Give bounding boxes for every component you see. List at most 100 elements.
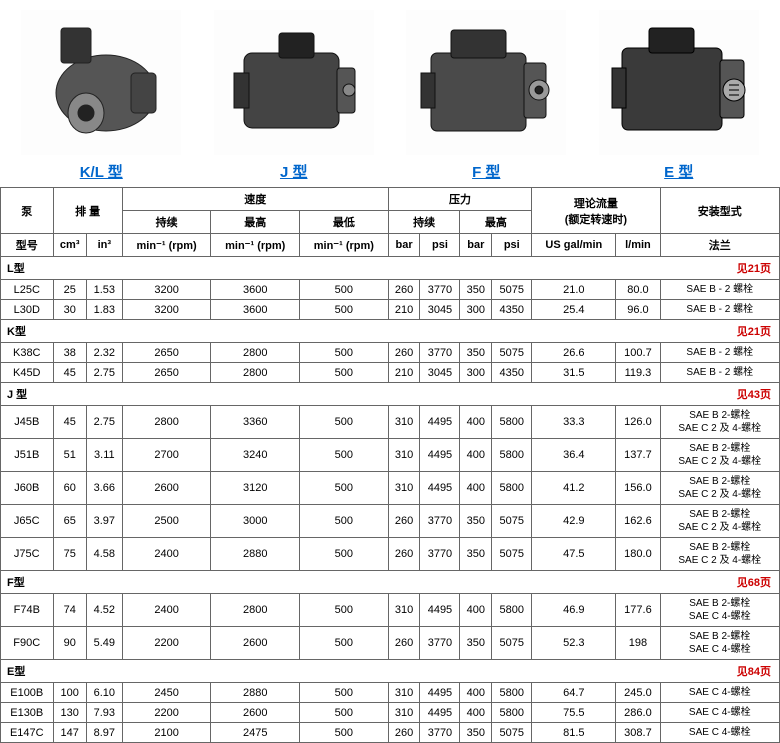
cell-p_mb: 300 (460, 363, 492, 383)
cell-s_cont: 2200 (122, 627, 211, 660)
cell-p_cp: 4495 (420, 472, 460, 505)
cell-model: J60B (1, 472, 54, 505)
cell-lmin: 119.3 (616, 363, 660, 383)
cell-p_cp: 3045 (420, 300, 460, 320)
section-name: K型见21页 (1, 320, 780, 343)
cell-gal: 26.6 (532, 343, 616, 363)
cell-p_mp: 5075 (492, 505, 532, 538)
cell-p_mb: 350 (460, 505, 492, 538)
cell-s_max: 2880 (211, 683, 300, 703)
table-row: F74B744.52240028005003104495400580046.91… (1, 594, 780, 627)
cell-p_cb: 260 (388, 723, 420, 743)
cell-in3: 8.97 (86, 723, 122, 743)
cell-s_min: 500 (300, 343, 389, 363)
cell-cm3: 25 (53, 280, 86, 300)
table-body: L型见21页L25C251.53320036005002603770350507… (1, 257, 780, 743)
cell-gal: 25.4 (532, 300, 616, 320)
section-header-row: J 型见43页 (1, 383, 780, 406)
cell-model: L30D (1, 300, 54, 320)
cell-p_mb: 350 (460, 538, 492, 571)
cell-lmin: 245.0 (616, 683, 660, 703)
th-pressure: 压力 (388, 188, 532, 211)
cell-p_mp: 5075 (492, 723, 532, 743)
cell-mount: SAE B - 2 螺栓 (660, 343, 779, 363)
cell-p_cb: 310 (388, 594, 420, 627)
cell-p_mp: 5800 (492, 683, 532, 703)
cell-model: J75C (1, 538, 54, 571)
cell-lmin: 180.0 (616, 538, 660, 571)
cell-p_cp: 4495 (420, 406, 460, 439)
cell-s_min: 500 (300, 538, 389, 571)
cell-cm3: 51 (53, 439, 86, 472)
th-flange: 法兰 (660, 234, 779, 257)
cell-in3: 1.83 (86, 300, 122, 320)
cell-gal: 33.3 (532, 406, 616, 439)
cell-s_cont: 2700 (122, 439, 211, 472)
cell-p_cp: 3770 (420, 538, 460, 571)
cell-mount: SAE B 2-螺栓 SAE C 4-螺栓 (660, 627, 779, 660)
cell-p_mb: 350 (460, 343, 492, 363)
product-kl: K/L 型 (21, 10, 181, 182)
cell-s_min: 500 (300, 363, 389, 383)
th-bar2: bar (460, 234, 492, 257)
th-rpm3: min⁻¹ (rpm) (300, 234, 389, 257)
cell-s_max: 2800 (211, 594, 300, 627)
section-name: J 型见43页 (1, 383, 780, 406)
product-e: E 型 (599, 10, 759, 182)
cell-model: J51B (1, 439, 54, 472)
cell-mount: SAE B 2-螺栓 SAE C 2 及 4-螺栓 (660, 505, 779, 538)
cell-lmin: 308.7 (616, 723, 660, 743)
cell-p_cp: 3770 (420, 627, 460, 660)
cell-in3: 3.66 (86, 472, 122, 505)
cell-cm3: 45 (53, 363, 86, 383)
table-row: E130B1307.93220026005003104495400580075.… (1, 703, 780, 723)
cell-p_mb: 400 (460, 683, 492, 703)
th-in3: in³ (86, 234, 122, 257)
cell-mount: SAE C 4-螺栓 (660, 703, 779, 723)
cell-mount: SAE C 4-螺栓 (660, 723, 779, 743)
cell-p_mp: 5075 (492, 538, 532, 571)
cell-cm3: 60 (53, 472, 86, 505)
cell-s_min: 500 (300, 723, 389, 743)
cell-s_cont: 2450 (122, 683, 211, 703)
cell-in3: 3.97 (86, 505, 122, 538)
cell-s_cont: 2650 (122, 363, 211, 383)
cell-gal: 41.2 (532, 472, 616, 505)
cell-in3: 6.10 (86, 683, 122, 703)
cell-lmin: 286.0 (616, 703, 660, 723)
cell-mount: SAE B - 2 螺栓 (660, 280, 779, 300)
cell-mount: SAE B - 2 螺栓 (660, 300, 779, 320)
th-psi1: psi (420, 234, 460, 257)
pump-image-kl (21, 10, 181, 155)
cell-p_mp: 5800 (492, 472, 532, 505)
cell-p_mp: 5075 (492, 280, 532, 300)
cell-p_mb: 400 (460, 472, 492, 505)
cell-in3: 3.11 (86, 439, 122, 472)
th-speed: 速度 (122, 188, 388, 211)
th-cont: 持续 (122, 211, 211, 234)
cell-s_max: 2600 (211, 627, 300, 660)
spec-table: 泵 排 量 速度 压力 理论流量 (额定转速时) 安装型式 持续 最高 最低 持… (0, 187, 780, 743)
section-name: F型见68页 (1, 571, 780, 594)
cell-s_cont: 2500 (122, 505, 211, 538)
cell-s_max: 2600 (211, 703, 300, 723)
cell-s_min: 500 (300, 594, 389, 627)
cell-lmin: 96.0 (616, 300, 660, 320)
cell-p_cb: 310 (388, 406, 420, 439)
th-gal: US gal/min (532, 234, 616, 257)
cell-s_cont: 2200 (122, 703, 211, 723)
cell-p_cb: 310 (388, 439, 420, 472)
cell-s_cont: 2800 (122, 406, 211, 439)
pump-image-j (214, 10, 374, 155)
product-label-e: E 型 (599, 161, 759, 182)
cell-s_min: 500 (300, 439, 389, 472)
cell-lmin: 126.0 (616, 406, 660, 439)
page-ref: 见43页 (737, 386, 777, 402)
cell-p_mp: 5800 (492, 703, 532, 723)
cell-mount: SAE B 2-螺栓 SAE C 2 及 4-螺栓 (660, 538, 779, 571)
cell-in3: 2.75 (86, 363, 122, 383)
cell-p_mb: 350 (460, 280, 492, 300)
cell-cm3: 147 (53, 723, 86, 743)
cell-mount: SAE C 4-螺栓 (660, 683, 779, 703)
cell-lmin: 177.6 (616, 594, 660, 627)
